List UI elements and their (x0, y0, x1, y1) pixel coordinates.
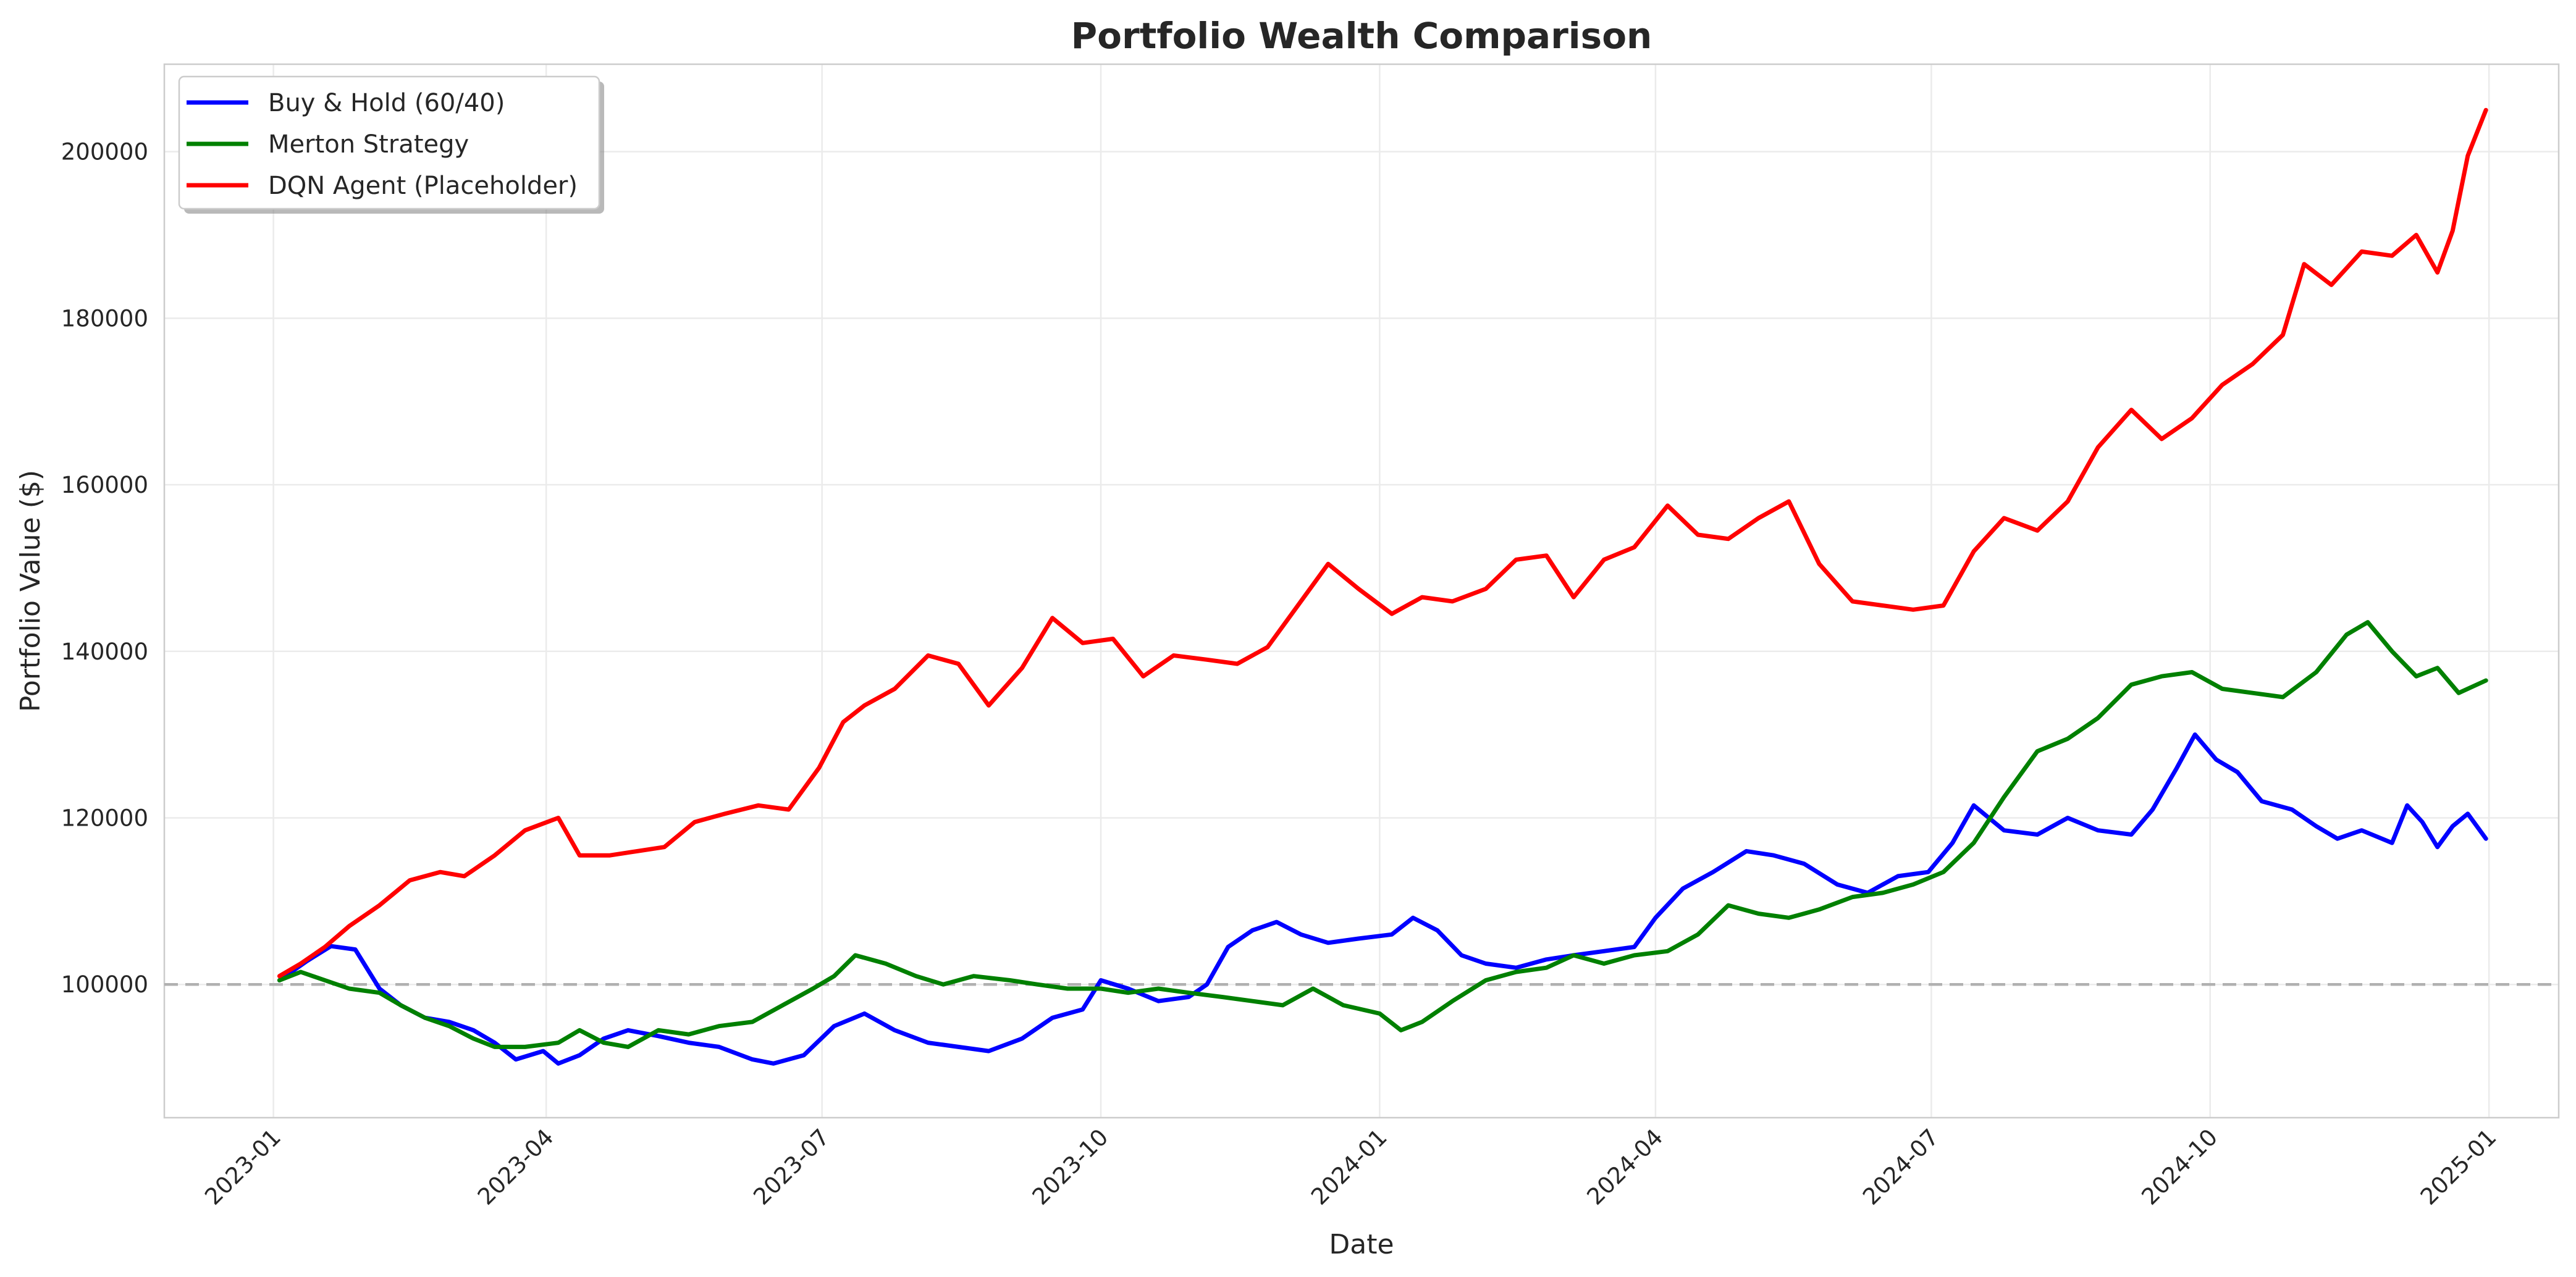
y-tick-label: 160000 (61, 472, 148, 498)
series-line-3 (277, 107, 2488, 979)
y-tick-label: 100000 (61, 971, 148, 998)
legend-box (178, 75, 600, 210)
chart-title: Portfolio Wealth Comparison (1071, 15, 1652, 57)
y-tick-label: 180000 (61, 305, 148, 332)
series-line-1 (277, 732, 2488, 1066)
legend-label: DQN Agent (Placeholder) (268, 172, 578, 200)
legend-label: Merton Strategy (268, 130, 469, 159)
plot-area (163, 63, 2560, 1119)
series-line-2 (277, 620, 2488, 1049)
legend: Buy & Hold (60/40) Merton Strategy DQN Age… (178, 75, 604, 214)
y-axis-label: Portfolio Value ($) (15, 470, 46, 712)
x-axis-label: Date (1329, 1229, 1394, 1260)
series-lines (277, 107, 2488, 1066)
y-tick-label: 140000 (61, 638, 148, 665)
y-tick-label: 200000 (61, 139, 148, 165)
y-tick-label: 120000 (61, 805, 148, 831)
legend-label: Buy & Hold (60/40) (268, 89, 505, 117)
